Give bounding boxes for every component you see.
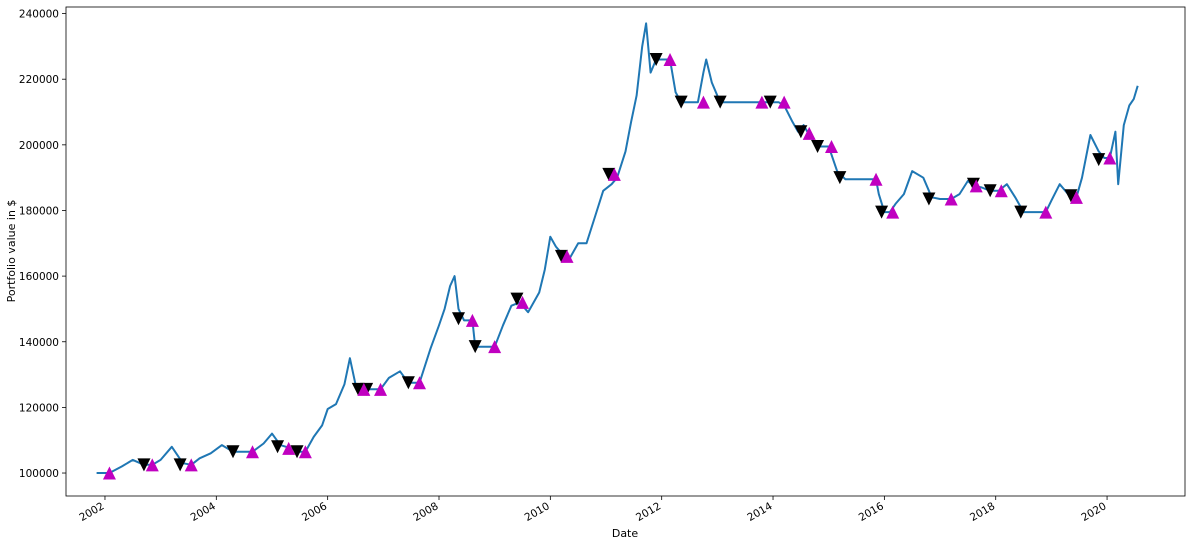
y-axis-label: Portfolio value in $ [5, 200, 18, 303]
y-tick-label: 160000 [19, 271, 59, 283]
buy-signal-marker [994, 184, 1008, 198]
buy-signal-marker [102, 466, 116, 480]
buy-signal-marker [374, 382, 388, 396]
buy-signal-marker [696, 95, 710, 109]
signal-markers [102, 53, 1117, 480]
sell-signal-marker [351, 382, 365, 396]
buy-signal-marker [663, 53, 677, 67]
sell-signal-marker [554, 249, 568, 263]
buy-signal-marker [357, 382, 371, 396]
buy-signal-marker [298, 445, 312, 459]
buy-signal-marker [282, 441, 296, 455]
sell-signal-marker [602, 167, 616, 181]
buy-signal-marker [465, 313, 479, 327]
y-tick-label: 200000 [19, 140, 59, 152]
buy-signal-marker [145, 458, 159, 472]
x-tick-label: 2002 [77, 500, 106, 524]
sell-signal-marker [922, 192, 936, 206]
buy-signal-marker [824, 139, 838, 153]
x-tick-label: 2010 [523, 500, 552, 524]
sell-signal-marker [1064, 189, 1078, 203]
y-tick-label: 240000 [19, 9, 59, 21]
buy-signal-marker [184, 458, 198, 472]
sell-signal-marker [451, 312, 465, 326]
x-tick-label: 2020 [1079, 500, 1108, 524]
sell-signal-marker [271, 440, 285, 454]
y-axis-ticks: 100000 120000 140000 160000 180000 200000 2200… [19, 9, 66, 480]
x-tick-label: 2008 [411, 500, 440, 524]
sell-signal-marker [137, 458, 151, 472]
x-axis-label: Date [612, 527, 639, 540]
buy-signal-marker [869, 172, 883, 186]
sell-signal-marker [649, 53, 663, 67]
x-tick-label: 2012 [634, 500, 663, 524]
buy-signal-marker [1069, 190, 1083, 204]
x-tick-label: 2004 [189, 500, 218, 524]
buy-signal-marker [607, 167, 621, 181]
x-tick-label: 2014 [745, 500, 774, 524]
sell-signal-marker [173, 458, 187, 472]
x-tick-label: 2006 [300, 500, 329, 524]
y-tick-label: 220000 [19, 74, 59, 86]
buy-signal-marker [944, 192, 958, 206]
x-axis-ticks: 2002 2004 2006 2008 2010 2012 2014 2016 2018 2020 [77, 496, 1109, 524]
buy-signal-marker [755, 95, 769, 109]
buy-signal-marker [802, 126, 816, 140]
sell-signal-marker [226, 445, 240, 459]
sell-signal-marker [401, 376, 415, 390]
sell-signal-marker [833, 171, 847, 185]
y-tick-label: 180000 [19, 205, 59, 217]
sell-signal-marker [674, 95, 688, 109]
buy-signal-marker [246, 445, 259, 459]
sell-signal-marker [1092, 153, 1106, 167]
sell-signal-marker [468, 340, 482, 354]
x-tick-label: 2016 [857, 500, 886, 524]
sell-signal-marker [983, 184, 997, 198]
y-tick-label: 140000 [19, 337, 59, 349]
buy-signal-marker [1039, 205, 1053, 219]
plot-area [65, 6, 1186, 497]
sell-signal-marker [763, 95, 777, 109]
sell-signal-marker [510, 292, 524, 306]
sell-signal-marker [875, 205, 889, 219]
sell-signal-marker [713, 95, 727, 109]
buy-signal-marker [1103, 151, 1117, 165]
buy-signal-marker [516, 295, 530, 309]
buy-signal-marker [560, 249, 574, 263]
sell-signal-marker [290, 445, 304, 459]
y-tick-label: 100000 [19, 468, 59, 480]
buy-signal-marker [886, 205, 900, 219]
sell-signal-marker [794, 125, 808, 139]
sell-signal-marker [1014, 205, 1028, 219]
buy-signal-marker [969, 179, 983, 193]
buy-signal-marker [488, 340, 502, 354]
x-tick-label: 2018 [968, 500, 997, 524]
y-tick-label: 120000 [19, 402, 59, 414]
buy-signal-marker [413, 376, 427, 390]
sell-signal-marker [811, 139, 825, 153]
buy-signal-marker [777, 95, 791, 109]
